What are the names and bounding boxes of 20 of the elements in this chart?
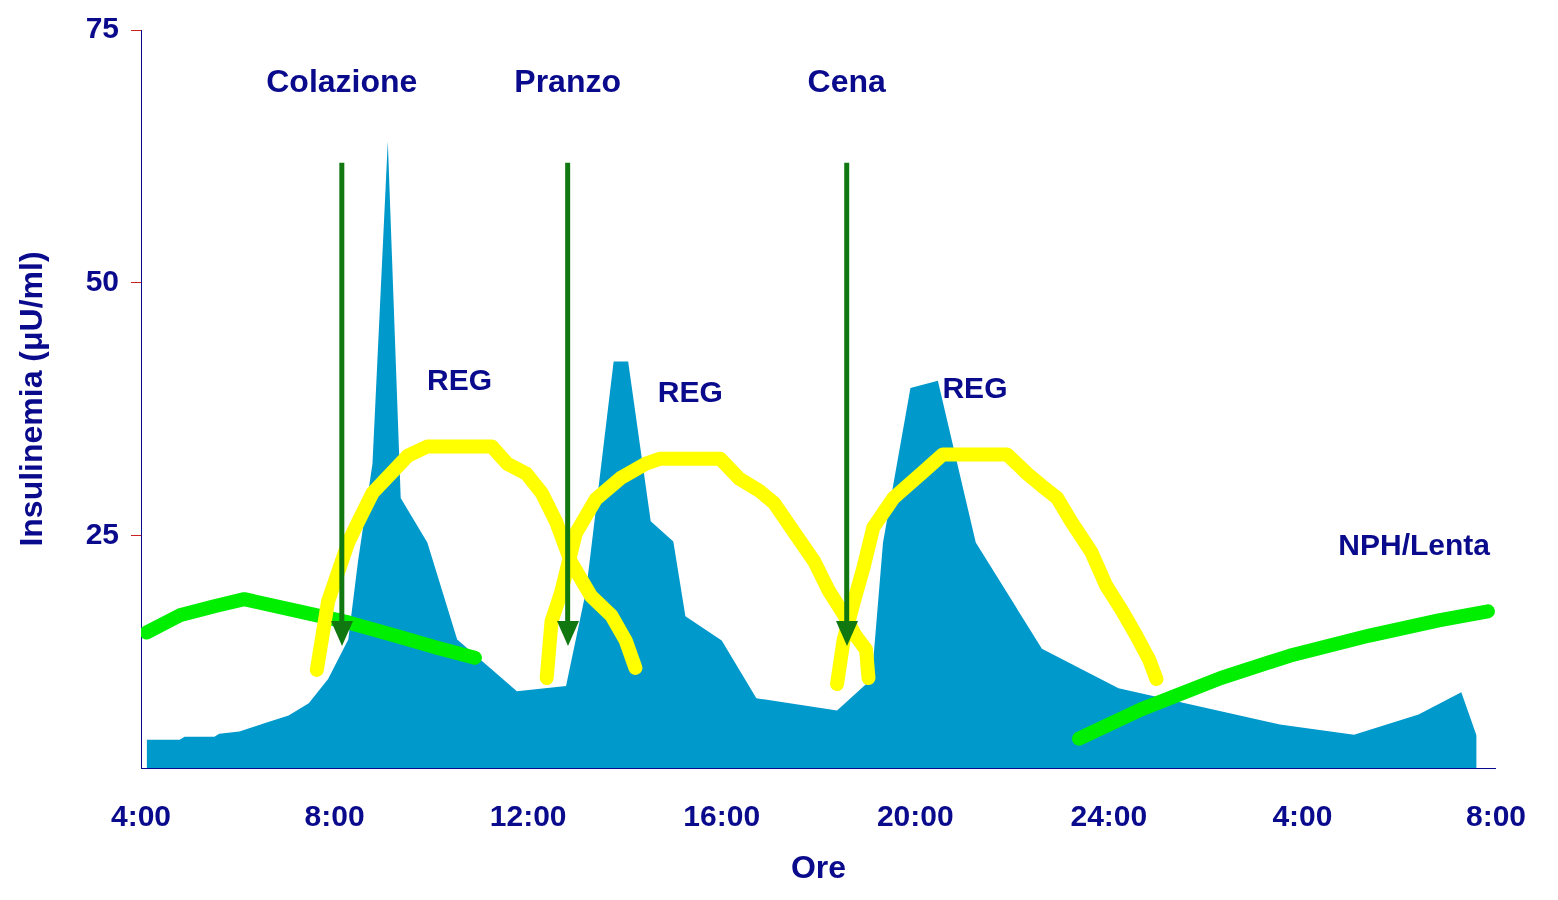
x-tick-label: 4:00 [1272, 799, 1333, 833]
series-label: REG [657, 374, 723, 408]
ref-line-label: Cena [807, 62, 887, 99]
series-label: REG [942, 370, 1008, 404]
y-tick-label: 75 [85, 11, 119, 45]
x-tick-label: 16:00 [683, 799, 761, 833]
y-tick-label: 50 [85, 264, 119, 298]
y-tick-label: 25 [85, 516, 119, 550]
x-tick-label: 8:00 [304, 799, 365, 833]
x-axis-title: Ore [790, 848, 847, 885]
x-tick-label: 4:00 [110, 799, 172, 833]
x-tick-label: 8:00 [1465, 799, 1526, 833]
x-tick-label: 20:00 [876, 799, 954, 833]
y-axis-title: Insulinemia (μU/ml) [13, 251, 50, 547]
x-tick-label: 24:00 [1070, 799, 1148, 833]
ref-line-label: Pranzo [514, 62, 621, 99]
series-label: NPH/Lenta [1338, 527, 1491, 561]
x-tick-label: 12:00 [489, 799, 567, 833]
series-label: REG [427, 362, 493, 396]
ref-line-label: Colazione [266, 62, 418, 99]
